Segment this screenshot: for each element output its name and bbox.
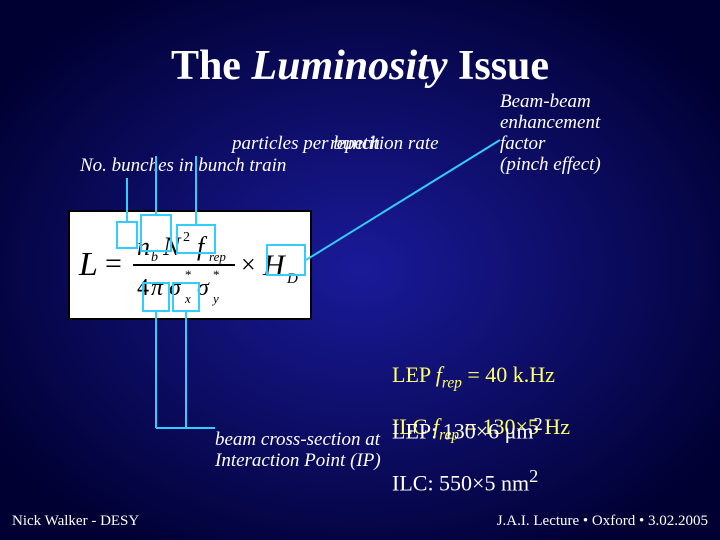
svg-text:L: L bbox=[78, 246, 98, 283]
footer-event: J.A.I. Lecture • Oxford • 3.02.2005 bbox=[497, 513, 708, 530]
lep-frep-row: LEP frep = 40 k.Hz bbox=[392, 360, 682, 394]
label-repetition: repetition rate bbox=[330, 134, 439, 155]
slide-root: The Luminosity Issue No. bunches in bunc… bbox=[0, 0, 720, 540]
svg-text:×: × bbox=[241, 250, 256, 279]
svg-text:*: * bbox=[185, 267, 192, 282]
callout-sigx bbox=[142, 282, 170, 312]
comparison-stack: LEP frep = 40 k.Hz ILC frep = 130×5 Hz L… bbox=[392, 360, 682, 498]
callout-frep bbox=[176, 224, 216, 254]
svg-text:*: * bbox=[213, 267, 220, 282]
callout-n2 bbox=[140, 214, 172, 252]
label-beam-beam: Beam-beam enhancement factor (pinch effe… bbox=[500, 92, 601, 176]
slide-title: The Luminosity Issue bbox=[0, 42, 720, 90]
ilc-sigma-row: ILC: 550×5 nm2 bbox=[392, 464, 682, 498]
lep-sigma-row: LEP: 130×6 μm2 bbox=[392, 412, 543, 446]
label-beam-xsec: beam cross-section at Interaction Point … bbox=[215, 430, 381, 472]
svg-text:=: = bbox=[105, 247, 122, 280]
footer-author: Nick Walker - DESY bbox=[12, 513, 139, 530]
svg-text:y: y bbox=[211, 291, 219, 306]
callout-sigy bbox=[172, 282, 200, 312]
callout-hd bbox=[266, 244, 306, 276]
svg-text:b: b bbox=[151, 250, 158, 265]
callout-nb bbox=[116, 221, 138, 249]
label-no-bunches: No. bunches in bunch train bbox=[80, 156, 286, 177]
